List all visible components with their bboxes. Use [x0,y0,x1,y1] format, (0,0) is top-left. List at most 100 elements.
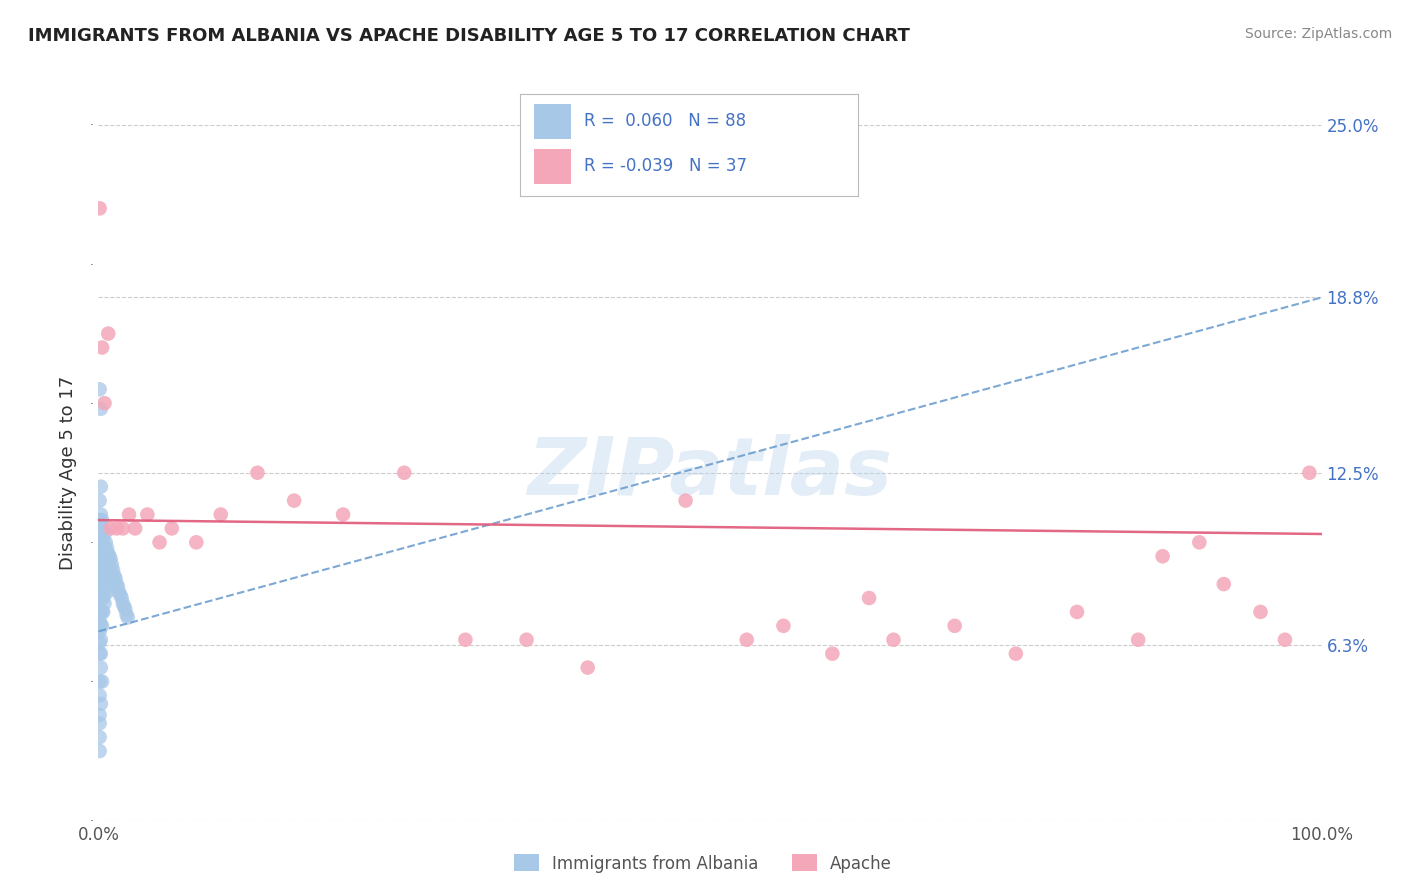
Point [392,466,416,480]
Point [111,521,134,535]
Point [90,549,112,564]
Text: R = -0.039   N = 37: R = -0.039 N = 37 [585,158,748,176]
Point [93,396,115,410]
Point [90,660,112,674]
Y-axis label: Disability Age 5 to 17: Disability Age 5 to 17 [59,376,76,570]
Point [90,577,112,591]
Point [118,508,141,522]
Point [91,524,114,539]
Point [90,508,112,522]
Point [93,555,115,569]
Point [772,619,794,633]
Point [91,341,114,355]
Point [98,549,121,564]
Point [96,585,118,599]
Point [89,605,111,619]
Point [94,549,117,564]
Point [1004,647,1026,661]
Point [89,635,111,649]
Point [91,591,114,605]
Point [1066,605,1088,619]
Point [105,521,128,535]
Point [89,689,111,703]
Point [105,577,128,591]
Point [89,707,111,722]
Point [115,607,138,622]
Point [91,535,114,549]
Point [93,597,115,611]
Point [90,697,112,711]
Point [1249,605,1271,619]
Point [858,591,880,605]
Point [100,521,122,535]
Legend: Immigrants from Albania, Apache: Immigrants from Albania, Apache [508,847,898,880]
Point [90,647,112,661]
Point [114,602,136,616]
Point [332,508,354,522]
Point [90,480,112,494]
Point [91,513,114,527]
Point [91,563,114,577]
Point [160,521,183,535]
Point [97,546,120,560]
Point [209,508,232,522]
FancyBboxPatch shape [534,149,571,184]
Point [93,541,115,555]
Point [101,563,124,577]
Point [90,605,112,619]
Point [1212,577,1234,591]
Point [110,588,132,602]
Point [93,585,115,599]
Point [675,493,697,508]
Text: IMMIGRANTS FROM ALBANIA VS APACHE DISABILITY AGE 5 TO 17 CORRELATION CHART: IMMIGRANTS FROM ALBANIA VS APACHE DISABI… [28,27,910,45]
Point [89,613,111,627]
Point [246,466,269,480]
Point [89,674,111,689]
Point [97,326,120,341]
Point [94,563,117,577]
Point [93,568,115,582]
Point [89,493,111,508]
Point [91,674,114,689]
Point [91,546,114,560]
Point [96,572,118,586]
Point [89,382,111,396]
Point [90,632,112,647]
Point [89,549,111,564]
Point [101,558,124,572]
Point [124,521,146,535]
Point [103,568,125,582]
Point [576,660,599,674]
Point [111,591,134,605]
Point [91,619,114,633]
Point [101,572,124,586]
Point [98,563,121,577]
Point [91,535,114,549]
Point [883,632,905,647]
Point [149,535,172,549]
FancyBboxPatch shape [534,104,571,139]
Point [89,202,111,216]
Text: ZIPatlas: ZIPatlas [527,434,893,512]
Point [94,535,117,549]
Point [283,493,305,508]
Point [1128,632,1150,647]
Point [90,401,112,416]
Point [96,558,118,572]
Point [1298,466,1320,480]
Point [89,513,111,527]
Point [89,563,111,577]
Point [96,541,118,555]
Point [454,632,477,647]
Point [89,744,111,758]
Point [1274,632,1296,647]
Point [90,521,112,535]
Point [93,527,115,541]
Point [91,549,114,564]
Point [89,716,111,731]
Point [91,577,114,591]
Point [91,563,114,577]
Point [111,597,134,611]
Point [89,535,111,549]
Point [1188,535,1211,549]
